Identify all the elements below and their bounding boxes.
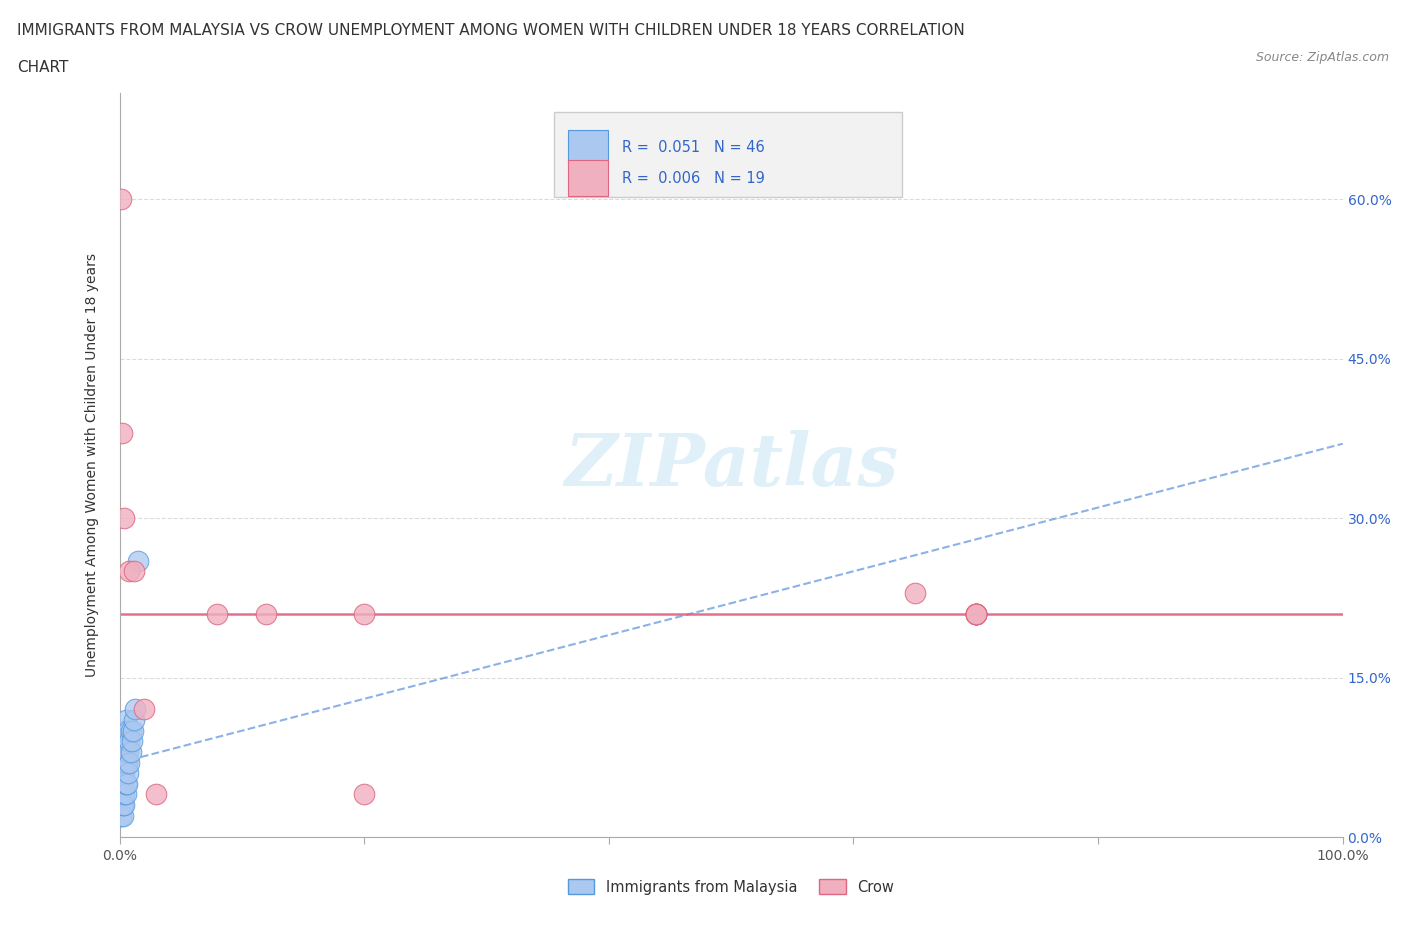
- Point: [111, 426, 134, 441]
- Point: [112, 745, 135, 760]
- Point: [114, 712, 136, 727]
- Point: [114, 787, 136, 802]
- Point: [111, 765, 134, 780]
- Point: [114, 745, 136, 760]
- Text: ZIPatlas: ZIPatlas: [564, 430, 898, 500]
- Point: [112, 724, 135, 738]
- Point: [112, 734, 135, 749]
- Point: [117, 745, 139, 760]
- Point: [145, 787, 167, 802]
- Text: Source: ZipAtlas.com: Source: ZipAtlas.com: [1256, 51, 1389, 64]
- Point: [112, 808, 135, 823]
- Point: [965, 606, 987, 621]
- Point: [114, 755, 136, 770]
- Point: [111, 777, 134, 791]
- Point: [965, 606, 987, 621]
- Point: [111, 745, 134, 760]
- Point: [112, 765, 135, 780]
- Point: [112, 755, 135, 770]
- Point: [120, 724, 142, 738]
- Point: [121, 734, 143, 749]
- FancyBboxPatch shape: [554, 112, 903, 197]
- Point: [108, 787, 131, 802]
- Point: [112, 777, 135, 791]
- Point: [110, 755, 132, 770]
- Point: [114, 734, 136, 749]
- Point: [111, 798, 134, 813]
- Point: [120, 745, 142, 760]
- Point: [124, 702, 146, 717]
- Point: [965, 606, 987, 621]
- Point: [127, 553, 149, 568]
- Point: [965, 606, 987, 621]
- Point: [965, 606, 987, 621]
- Y-axis label: Unemployment Among Women with Children Under 18 years: Unemployment Among Women with Children U…: [84, 253, 98, 677]
- Text: CHART: CHART: [17, 60, 69, 75]
- Point: [965, 606, 987, 621]
- Point: [112, 798, 135, 813]
- Point: [353, 787, 375, 802]
- Point: [118, 755, 141, 770]
- Point: [965, 606, 987, 621]
- Point: [115, 734, 138, 749]
- Text: R =  0.051   N = 46: R = 0.051 N = 46: [623, 140, 765, 155]
- Point: [110, 808, 132, 823]
- Point: [115, 755, 138, 770]
- Point: [111, 755, 134, 770]
- Point: [112, 798, 135, 813]
- Point: [111, 734, 134, 749]
- Point: [117, 724, 139, 738]
- Text: IMMIGRANTS FROM MALAYSIA VS CROW UNEMPLOYMENT AMONG WOMEN WITH CHILDREN UNDER 18: IMMIGRANTS FROM MALAYSIA VS CROW UNEMPLO…: [17, 23, 965, 38]
- Point: [112, 755, 135, 770]
- Point: [110, 765, 132, 780]
- Point: [115, 777, 138, 791]
- Point: [254, 606, 277, 621]
- Point: [110, 798, 132, 813]
- Point: [122, 712, 145, 727]
- Point: [117, 765, 139, 780]
- Point: [122, 564, 145, 578]
- Text: R =  0.006   N = 19: R = 0.006 N = 19: [623, 171, 765, 186]
- Point: [118, 734, 141, 749]
- Legend: Immigrants from Malaysia, Crow: Immigrants from Malaysia, Crow: [562, 873, 900, 900]
- Point: [114, 777, 136, 791]
- Point: [118, 564, 141, 578]
- Point: [112, 511, 135, 525]
- Point: [207, 606, 229, 621]
- Point: [904, 585, 927, 600]
- Bar: [568, 161, 607, 196]
- Point: [112, 765, 135, 780]
- Point: [112, 787, 135, 802]
- Point: [122, 724, 145, 738]
- Point: [132, 702, 155, 717]
- Point: [110, 777, 132, 791]
- Point: [110, 192, 132, 206]
- Bar: [568, 129, 607, 166]
- Point: [110, 787, 132, 802]
- Point: [353, 606, 375, 621]
